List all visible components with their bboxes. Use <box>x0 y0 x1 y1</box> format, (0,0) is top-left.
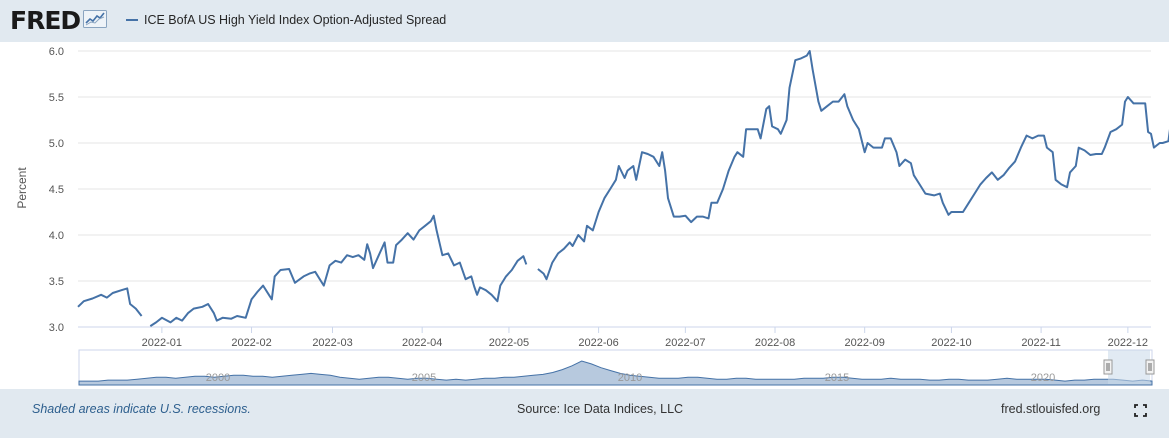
recession-note: Shaded areas indicate U.S. recessions. <box>32 402 251 416</box>
series-line-segment <box>77 287 143 317</box>
gridlines <box>78 50 1151 328</box>
x-tick-label: 2022-10 <box>931 337 971 349</box>
navigator-tick-label: 2015 <box>825 372 849 384</box>
y-tick-label: 5.0 <box>49 138 64 150</box>
navigator-handle[interactable] <box>1103 359 1113 375</box>
logo-text: FRED <box>10 6 81 35</box>
y-axis-label: Percent <box>15 167 29 209</box>
x-tick-label: 2022-11 <box>1021 337 1061 349</box>
x-tick-label: 2022-07 <box>665 337 705 349</box>
fred-logo[interactable]: FRED <box>10 6 108 35</box>
x-tick-label: 2022-09 <box>844 337 884 349</box>
y-tick-label: 3.0 <box>49 322 64 334</box>
navigator-tick-label: 2020 <box>1031 372 1055 384</box>
chart-legend: ICE BofA US High Yield Index Option-Adju… <box>126 13 446 27</box>
fullscreen-icon[interactable] <box>1134 404 1147 417</box>
navigator[interactable]: 2000 2005 2010 2015 2020 <box>78 349 1155 386</box>
legend-series-label: ICE BofA US High Yield Index Option-Adju… <box>144 13 447 27</box>
site-link[interactable]: fred.stlouisfed.org <box>1001 402 1101 416</box>
chart-panel: 3.0 3.5 4.0 4.5 5.0 5.5 6.0 2022-01 2022-02 2022… <box>0 42 1169 389</box>
x-tick-label: 2022-05 <box>489 337 529 349</box>
x-tick-label: 2022-01 <box>142 337 182 349</box>
y-tick-label: 4.5 <box>49 184 64 196</box>
x-tick-label: 2022-03 <box>312 337 352 349</box>
y-tick-label: 4.0 <box>49 230 64 242</box>
navigator-selected-window <box>1108 350 1150 384</box>
x-tick-label: 2022-12 <box>1108 337 1148 349</box>
x-axis: 2022-01 2022-02 2022-03 2022-04 2022-05 2022-… <box>78 326 1151 349</box>
series-line-segment <box>537 50 1169 281</box>
y-axis: 3.0 3.5 4.0 4.5 5.0 5.5 6.0 <box>49 46 64 334</box>
navigator-area <box>78 360 1153 386</box>
y-tick-label: 6.0 <box>49 46 64 58</box>
series-lines <box>77 50 1169 327</box>
navigator-handle[interactable] <box>1145 359 1155 375</box>
legend-swatch <box>126 19 138 21</box>
navigator-tick-label: 2005 <box>412 372 436 384</box>
source-text: Source: Ice Data Indices, LLC <box>517 402 684 416</box>
chart-header: FRED ICE BofA US High Yield Index Option… <box>0 0 1169 42</box>
y-tick-label: 5.5 <box>49 92 64 104</box>
y-tick-label: 3.5 <box>49 276 64 288</box>
x-tick-label: 2022-02 <box>231 337 271 349</box>
x-tick-label: 2022-06 <box>578 337 618 349</box>
series-line-segment <box>149 214 528 327</box>
x-tick-label: 2022-04 <box>402 337 442 349</box>
navigator-tick-label: 2010 <box>618 372 642 384</box>
fred-chart-icon <box>83 9 108 33</box>
navigator-tick-label: 2000 <box>206 372 230 384</box>
line-chart: 3.03.54.04.55.05.56.0 2022-01 2022-02 2022… <box>15 46 1169 386</box>
x-tick-label: 2022-08 <box>755 337 795 349</box>
